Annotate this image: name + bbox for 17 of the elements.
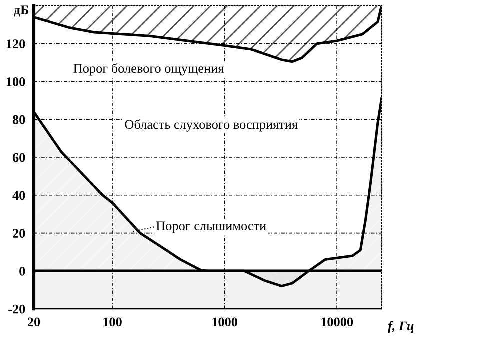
- x-axis-title: f, Гц: [388, 321, 414, 334]
- y-tick-label: 40: [12, 191, 26, 200]
- x-tick-label: 100: [104, 318, 122, 327]
- y-axis-title: дБ: [14, 6, 29, 17]
- x-tick-label: 20: [28, 318, 40, 327]
- annotation: Область слухового восприятия: [125, 120, 298, 132]
- y-tick-label: 120: [6, 40, 26, 49]
- y-tick-label: 0: [20, 266, 26, 276]
- y-tick-label: -20: [8, 304, 26, 314]
- y-tick-label: 100: [6, 78, 26, 86]
- x-tick-label: 10000: [322, 318, 354, 327]
- y-tick-label: 20: [13, 229, 26, 238]
- x-tick-label: 1000: [212, 318, 238, 327]
- y-tick-label: 60: [12, 153, 26, 162]
- annotation: Порог слышимости: [156, 222, 266, 234]
- annotation: Порог болевого ощущения: [74, 63, 224, 76]
- y-tick-label: 80: [12, 115, 26, 124]
